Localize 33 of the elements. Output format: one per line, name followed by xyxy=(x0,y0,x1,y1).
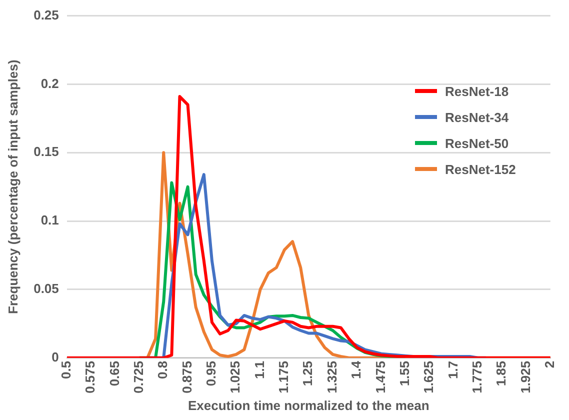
legend-label: ResNet-50 xyxy=(445,136,509,150)
y-tick-label: 0.25 xyxy=(34,7,59,22)
x-tick-label: 0.725 xyxy=(131,360,146,394)
x-tick-label: 1.4 xyxy=(348,360,364,379)
x-tick-label: 0.95 xyxy=(204,360,219,386)
x-tick-label: 1.85 xyxy=(494,360,509,386)
x-tick-label: 1.7 xyxy=(445,360,460,379)
x-tick-label: 1.175 xyxy=(276,360,292,394)
x-tick-label: 1.925 xyxy=(518,360,533,394)
x-tick-label: 1.55 xyxy=(396,360,412,386)
y-tick-label: 0.2 xyxy=(40,76,59,91)
y-axis-title: Frequency (percentage of input samples) xyxy=(5,60,20,314)
x-tick-label: 0.5 xyxy=(58,360,74,379)
y-tick-label: 0.05 xyxy=(34,281,59,296)
x-tick-label: 0.875 xyxy=(179,360,194,394)
y-tick-label: 0.15 xyxy=(34,144,59,160)
legend-label: ResNet-18 xyxy=(445,84,509,98)
y-tick-label: 0 xyxy=(52,349,59,364)
x-tick-label: 1.025 xyxy=(228,360,243,394)
x-tick-label: 2 xyxy=(542,360,557,368)
x-axis-title: Execution time normalized to the mean xyxy=(188,398,430,413)
x-tick-label: 1.475 xyxy=(372,360,388,394)
y-tick-label: 0.1 xyxy=(40,212,59,228)
x-tick-label: 0.65 xyxy=(106,360,122,386)
x-tick-label: 0.575 xyxy=(82,360,98,394)
x-tick-label: 1.625 xyxy=(421,360,436,394)
x-tick-label: 0.8 xyxy=(155,360,170,379)
legend-label: ResNet-152 xyxy=(445,162,516,176)
x-tick-label: 1.1 xyxy=(252,360,267,379)
x-tick-label: 1.325 xyxy=(324,360,340,394)
legend-label: ResNet-34 xyxy=(445,110,509,124)
x-tick-label: 1.25 xyxy=(300,360,316,386)
x-tick-label: 1.775 xyxy=(469,360,484,394)
